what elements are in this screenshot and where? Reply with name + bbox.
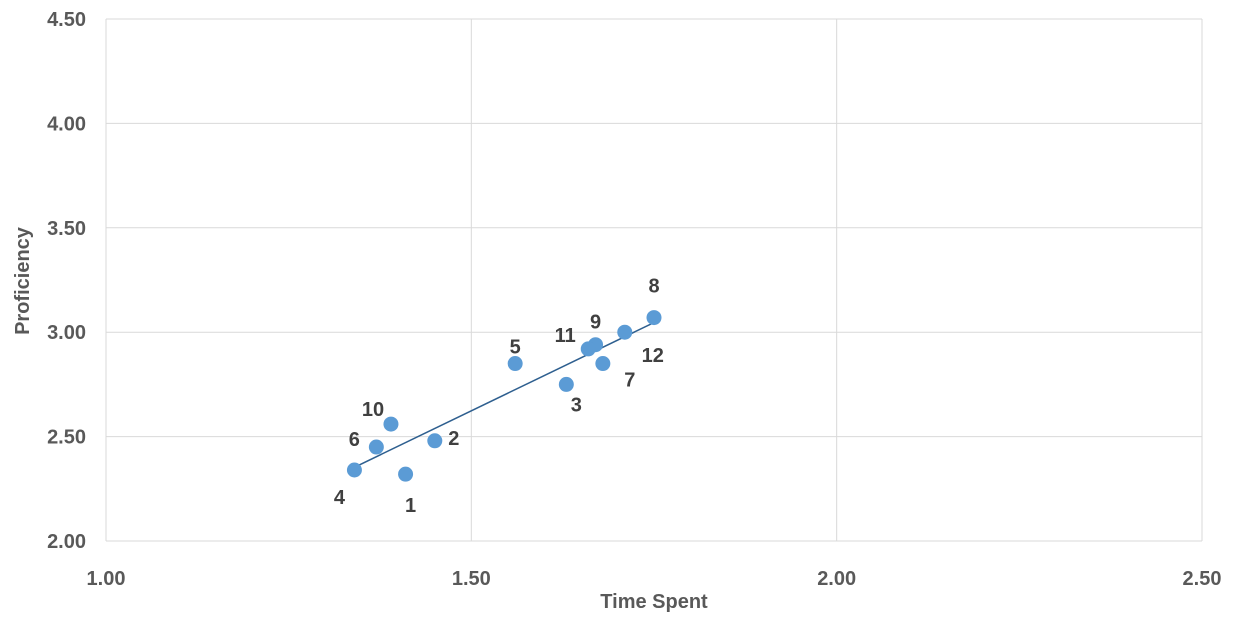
x-tick-label: 1.00 [87,568,126,590]
data-point [646,310,662,326]
data-point [507,356,523,372]
x-axis-title: Time Spent [600,591,708,613]
trendline [354,321,655,468]
x-tick-label: 2.50 [1183,568,1222,590]
y-axis-title: Proficiency [12,226,34,335]
y-tick-label: 3.50 [47,218,86,240]
data-point [427,433,443,449]
y-tick-label: 4.00 [47,113,86,135]
data-label: 2 [448,428,459,450]
data-label: 10 [362,399,384,421]
x-tick-label: 1.50 [452,568,491,590]
data-point [346,462,362,478]
gridlines [105,18,1203,542]
data-point [368,439,384,455]
y-tick-label: 2.50 [47,427,86,449]
data-label: 11 [555,325,576,347]
y-tick-label: 3.00 [47,322,86,344]
x-tick-label: 2.00 [817,568,856,590]
data-label: 8 [648,276,659,298]
data-point [383,416,399,432]
data-points [346,310,662,482]
data-label: 3 [571,394,582,416]
trendline-layer [354,321,655,468]
data-label: 12 [642,345,664,367]
data-point [398,466,414,482]
data-label: 7 [624,370,635,392]
data-label: 9 [590,312,601,334]
data-label: 1 [405,495,416,517]
data-point [580,341,596,357]
tick-labels: 1.00 1.50 2.00 2.50 2.00 2.50 3.00 3.50 4.00 4.50 [47,9,1221,590]
data-label: 5 [510,337,521,359]
y-tick-label: 4.50 [47,9,86,31]
y-tick-label: 2.00 [47,531,86,553]
data-point [595,356,611,372]
data-label: 6 [349,429,360,451]
data-point [558,376,574,392]
data-label: 4 [334,487,346,509]
data-point [617,324,633,340]
